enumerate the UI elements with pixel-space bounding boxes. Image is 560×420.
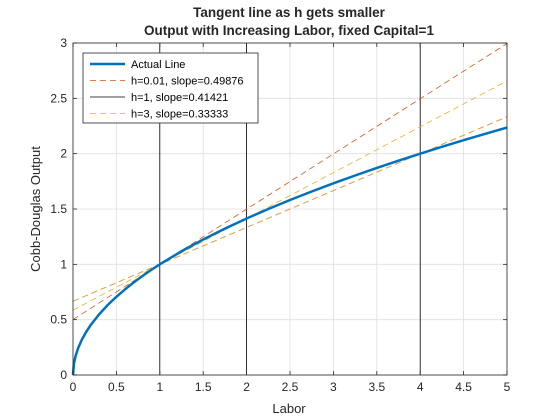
y-tick-label: 1	[60, 257, 67, 271]
y-tick-label: 3	[60, 36, 67, 50]
x-tick-label: 0.5	[108, 380, 125, 394]
secant-line-1	[72, 80, 508, 311]
x-tick-label: 1.5	[195, 380, 212, 394]
legend-label-0: Actual Line	[131, 59, 185, 71]
y-axis-label: Cobb-Douglas Output	[28, 146, 43, 272]
legend-label-1: h=0.01, slope=0.49876	[131, 76, 244, 88]
x-axis-label: Labor	[272, 401, 306, 416]
x-tick-label: 3	[330, 380, 337, 394]
x-axis-ticks: 0 0.5 1 1.5 2 2.5 3 3.5 4 4.5 5	[70, 43, 511, 394]
series-group	[71, 43, 508, 376]
legend: Actual Line h=0.01, slope=0.49876 h=1, slo…	[82, 52, 259, 124]
x-tick-label: 2	[243, 380, 250, 394]
series-line-actual	[71, 126, 508, 376]
chart-title-line-1: Tangent line as h gets smaller	[193, 5, 386, 20]
x-tick-label: 4.5	[455, 380, 472, 394]
y-tick-label: 1.5	[50, 202, 67, 216]
x-tick-label: 2.5	[282, 380, 299, 394]
y-tick-label: 0.5	[50, 313, 67, 327]
x-tick-label: 5	[504, 380, 511, 394]
legend-label-2: h=1, slope=0.41421	[131, 92, 228, 104]
series-line-3	[72, 116, 508, 302]
x-tick-label: 3.5	[368, 380, 385, 394]
x-tick-label: 1	[156, 380, 163, 394]
x-tick-label: 0	[70, 380, 77, 394]
y-tick-label: 2.5	[50, 91, 67, 105]
legend-label-3: h=3, slope=0.33333	[131, 109, 228, 121]
chart-title-line-2: Output with Increasing Labor, fixed Capi…	[144, 23, 434, 38]
x-tick-label: 4	[417, 380, 424, 394]
y-axis-ticks: 0 0.5 1 1.5 2 2.5 3	[50, 36, 507, 382]
y-tick-label: 2	[60, 147, 67, 161]
y-tick-label: 0	[60, 368, 67, 382]
